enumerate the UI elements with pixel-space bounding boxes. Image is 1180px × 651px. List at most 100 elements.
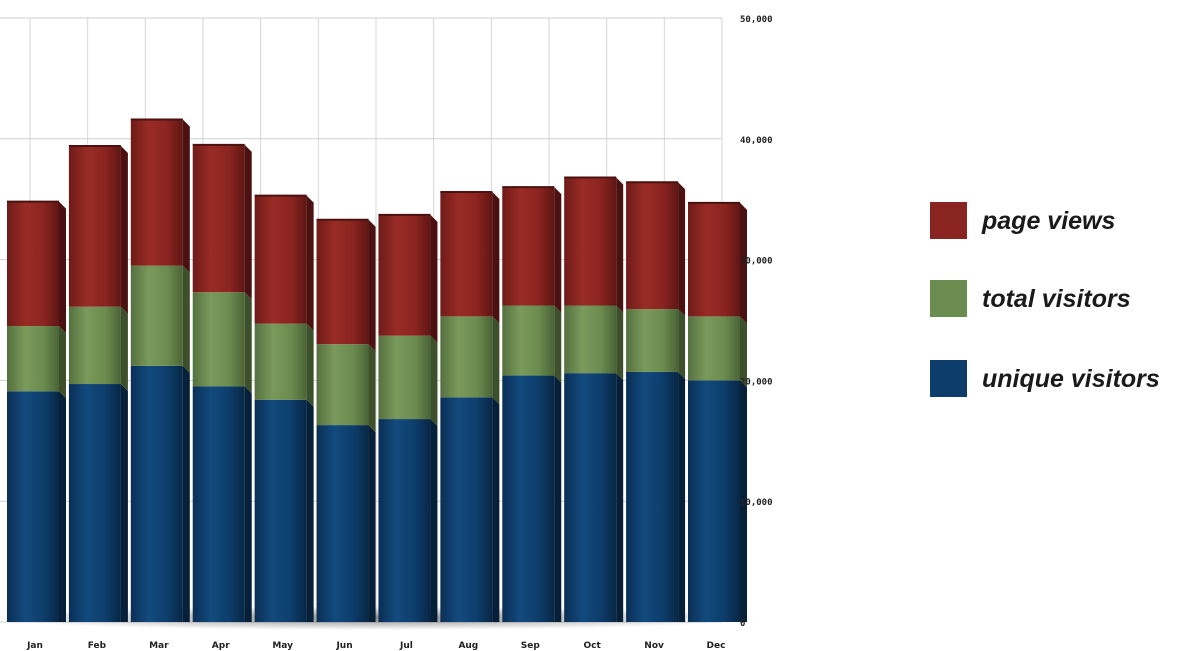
bar-segment-page-views — [192, 144, 245, 293]
x-tick-label: Aug — [458, 641, 478, 651]
bar-side-page-views — [306, 195, 314, 331]
bar-segment-total-visitors — [440, 316, 493, 398]
y-tick-label: 50,000 — [740, 15, 773, 25]
bar-segment-unique-visitors — [440, 397, 493, 622]
x-tick-label: Feb — [88, 641, 107, 651]
bar-side-total-visitors — [616, 305, 624, 381]
x-tick-label: Oct — [584, 641, 602, 651]
bar-segment-total-visitors — [254, 323, 307, 400]
bar-side-page-views — [430, 214, 438, 343]
bar-segment-page-views — [440, 191, 493, 317]
bar-side-unique-visitors — [59, 391, 66, 622]
bar-segment-page-views — [378, 214, 431, 336]
bar-side-total-visitors — [678, 309, 686, 379]
legend-label: page views — [981, 207, 1115, 235]
bar-side-unique-visitors — [244, 386, 252, 622]
bar-side-total-visitors — [306, 323, 314, 407]
bar-segment-total-visitors — [130, 265, 183, 366]
bar-side-unique-visitors — [616, 373, 624, 622]
bar-side-page-views — [182, 119, 190, 273]
x-tick-label: Mar — [149, 641, 169, 651]
bar-side-total-visitors — [59, 326, 66, 399]
bar-side-total-visitors — [120, 306, 128, 392]
legend-label: total visitors — [982, 285, 1131, 313]
legend-label: unique visitors — [982, 365, 1160, 393]
x-tick-label: Jul — [399, 641, 413, 651]
bar-segment-total-visitors — [378, 335, 431, 420]
bar-segment-unique-visitors — [192, 386, 245, 622]
bar-side-unique-visitors — [182, 365, 190, 622]
bar-side-unique-visitors — [306, 399, 314, 622]
bar-side-page-views — [120, 146, 128, 314]
bar-side-page-views — [678, 182, 686, 317]
x-tick-label: Jun — [335, 641, 352, 651]
bar-stack-feb — [68, 145, 128, 622]
bar-segment-page-views — [688, 202, 740, 317]
bar-side-page-views — [740, 202, 747, 324]
x-tick-label: Apr — [212, 641, 230, 651]
bar-segment-unique-visitors — [7, 391, 59, 622]
x-tick-label: Nov — [644, 641, 664, 651]
y-tick-label: 30,000 — [740, 257, 773, 267]
bar-segment-unique-visitors — [564, 373, 617, 622]
x-tick-label: May — [272, 641, 293, 651]
bar-segment-page-views — [7, 201, 59, 327]
legend-swatch — [930, 360, 967, 397]
bar-side-page-views — [616, 177, 624, 313]
y-tick-label: 0 — [740, 619, 745, 629]
legend-item: unique visitors — [930, 360, 1160, 397]
bar-stack-oct — [564, 176, 624, 622]
bar-segment-page-views — [68, 146, 121, 307]
legend-swatch — [930, 280, 967, 317]
y-tick-label: 40,000 — [740, 136, 773, 146]
bar-stack-may — [254, 194, 314, 622]
bar-segment-page-views — [254, 195, 307, 324]
bar-stack-aug — [440, 190, 500, 622]
y-axis-ticks: 0 10,000 20,000 30,000 40,000 50,000 — [740, 15, 773, 629]
bar-stack-sep — [502, 186, 562, 622]
bar-side-unique-visitors — [554, 375, 562, 622]
bar-side-unique-visitors — [430, 419, 438, 622]
bar-side-page-views — [368, 219, 376, 352]
bar-side-unique-visitors — [492, 397, 500, 622]
bar-side-total-visitors — [182, 265, 190, 373]
bar-segment-total-visitors — [564, 305, 617, 374]
bar-segment-total-visitors — [502, 305, 555, 376]
bar-stack-nov — [626, 181, 686, 622]
bar-side-total-visitors — [244, 292, 252, 394]
bar-side-total-visitors — [430, 335, 438, 427]
bar-stack-apr — [192, 143, 252, 622]
bar-segment-page-views — [130, 119, 183, 266]
bar-segment-unique-visitors — [316, 425, 369, 622]
bar-segment-unique-visitors — [68, 384, 121, 622]
bar-segment-page-views — [502, 187, 555, 306]
bar-side-total-visitors — [368, 344, 376, 433]
x-tick-label: Dec — [707, 641, 726, 651]
x-tick-label: Sep — [521, 641, 541, 651]
bar-segment-page-views — [316, 219, 369, 345]
x-tick-label: Jan — [26, 641, 43, 651]
y-tick-label: 10,000 — [740, 498, 773, 508]
legend-item: total visitors — [930, 280, 1131, 317]
x-axis-ticks: Jan Feb Mar Apr May Jun Jul Aug Sep Oct Nov Dec — [26, 641, 725, 651]
bar-segment-total-visitors — [68, 306, 121, 385]
bar-side-unique-visitors — [740, 380, 747, 622]
bar-segment-total-visitors — [316, 344, 369, 426]
bar-segment-unique-visitors — [378, 419, 431, 622]
y-tick-label: 20,000 — [740, 377, 773, 387]
bar-stack-jan — [7, 200, 66, 622]
bar-side-page-views — [554, 187, 562, 313]
bar-segment-page-views — [564, 177, 617, 306]
bar-side-page-views — [492, 191, 500, 324]
bar-segment-unique-visitors — [502, 375, 555, 622]
bar-segment-total-visitors — [626, 309, 679, 372]
legend-swatch — [930, 202, 967, 239]
legend-item: page views — [930, 202, 1115, 239]
bar-segment-total-visitors — [7, 326, 59, 392]
bar-stack-dec — [688, 201, 747, 622]
bar-segment-total-visitors — [688, 316, 740, 381]
bar-stack-mar — [130, 118, 190, 622]
bar-side-unique-visitors — [120, 384, 128, 622]
bar-side-page-views — [59, 201, 66, 334]
bar-segment-total-visitors — [192, 292, 245, 387]
